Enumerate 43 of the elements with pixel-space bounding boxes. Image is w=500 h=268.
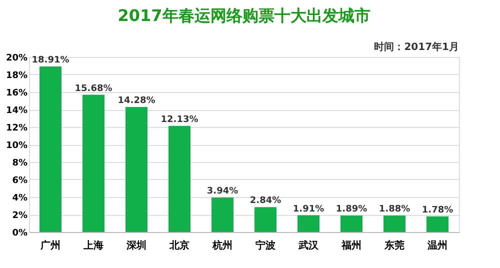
y-tick-label: 14%	[6, 106, 28, 116]
y-tick-label: 18%	[6, 71, 28, 81]
x-tick-label: 上海	[82, 240, 104, 252]
data-label: 1.91%	[292, 204, 324, 214]
x-tick-label: 温州	[426, 240, 448, 252]
bar	[82, 94, 104, 232]
data-label: 12.13%	[160, 114, 198, 125]
bar	[126, 107, 148, 232]
y-tick-label: 6%	[12, 176, 28, 186]
data-label: 3.94%	[206, 186, 238, 197]
bar	[168, 126, 190, 232]
bar	[40, 66, 62, 232]
chart-subtitle: 时间：2017年1月	[374, 41, 459, 53]
bar	[212, 198, 234, 232]
data-label: 15.68%	[74, 84, 112, 94]
x-tick-label: 宁波	[256, 240, 276, 252]
data-label: 1.78%	[422, 205, 454, 216]
data-label: 2.84%	[250, 196, 282, 206]
bar	[384, 216, 406, 232]
x-tick-label: 深圳	[126, 240, 146, 252]
bar	[340, 215, 362, 232]
bar	[426, 216, 448, 232]
y-tick-label: 8%	[12, 158, 28, 168]
x-tick-label: 杭州	[212, 240, 232, 252]
data-label: 18.91%	[32, 56, 70, 66]
y-tick-label: 20%	[6, 54, 28, 64]
x-tick-label: 北京	[168, 240, 190, 252]
x-tick-label: 福州	[340, 240, 362, 252]
x-tick-label: 东莞	[384, 240, 404, 252]
bar	[298, 215, 320, 232]
y-tick-label: 4%	[12, 194, 28, 204]
bar	[254, 207, 276, 232]
chart-title: 2017年春运网络购票十大出发城市	[118, 6, 370, 25]
x-tick-label: 武汉	[298, 240, 320, 252]
y-tick-label: 12%	[6, 124, 28, 134]
y-tick-label: 10%	[6, 141, 28, 151]
data-label: 1.88%	[378, 204, 410, 215]
data-label: 1.89%	[336, 204, 368, 214]
y-tick-label: 0%	[12, 228, 28, 238]
y-tick-label: 16%	[6, 88, 28, 98]
y-tick-label: 2%	[12, 211, 28, 221]
x-tick-label: 广州	[40, 240, 60, 252]
data-label: 14.28%	[118, 96, 156, 106]
